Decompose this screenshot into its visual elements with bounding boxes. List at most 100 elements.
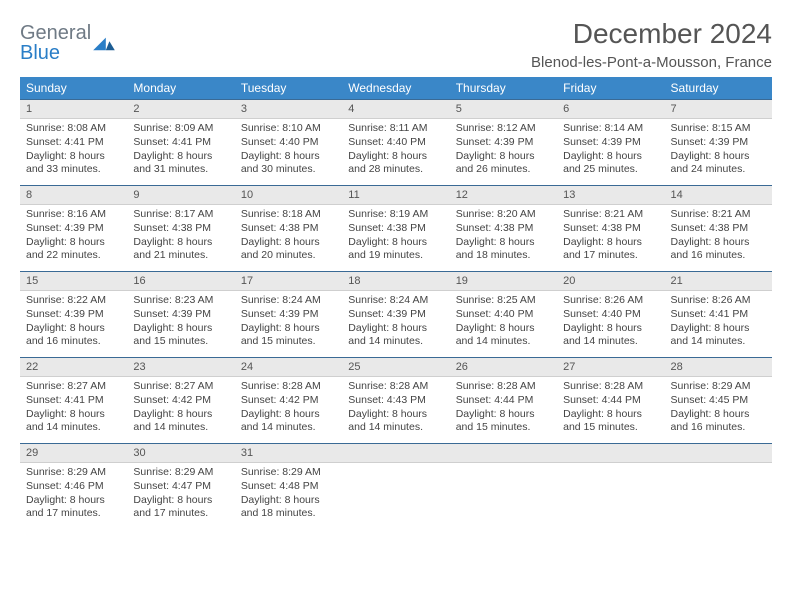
day-number-bar: 27 xyxy=(557,357,664,377)
day-number-bar: 3 xyxy=(235,99,342,119)
day-sunrise: Sunrise: 8:09 AM xyxy=(133,122,228,136)
day-sunrise: Sunrise: 8:29 AM xyxy=(26,466,121,480)
day-number-bar: 28 xyxy=(665,357,772,377)
day-sunrise: Sunrise: 8:22 AM xyxy=(26,294,121,308)
day-body: Sunrise: 8:14 AMSunset: 4:39 PMDaylight:… xyxy=(557,119,664,181)
day-daylight: Daylight: 8 hours and 33 minutes. xyxy=(26,150,121,177)
day-body: Sunrise: 8:16 AMSunset: 4:39 PMDaylight:… xyxy=(20,205,127,267)
day-number-bar: 1 xyxy=(20,99,127,119)
calendar-day-cell: 5Sunrise: 8:12 AMSunset: 4:39 PMDaylight… xyxy=(450,99,557,185)
day-sunset: Sunset: 4:45 PM xyxy=(671,394,766,408)
calendar-day-cell: 3Sunrise: 8:10 AMSunset: 4:40 PMDaylight… xyxy=(235,99,342,185)
calendar-day-cell xyxy=(450,443,557,529)
calendar-day-cell: 8Sunrise: 8:16 AMSunset: 4:39 PMDaylight… xyxy=(20,185,127,271)
day-sunset: Sunset: 4:39 PM xyxy=(348,308,443,322)
day-daylight: Daylight: 8 hours and 16 minutes. xyxy=(671,408,766,435)
calendar-day-cell: 9Sunrise: 8:17 AMSunset: 4:38 PMDaylight… xyxy=(127,185,234,271)
day-number-bar: 16 xyxy=(127,271,234,291)
day-sunrise: Sunrise: 8:27 AM xyxy=(133,380,228,394)
day-body: Sunrise: 8:28 AMSunset: 4:44 PMDaylight:… xyxy=(450,377,557,439)
day-sunrise: Sunrise: 8:19 AM xyxy=(348,208,443,222)
day-sunrise: Sunrise: 8:12 AM xyxy=(456,122,551,136)
day-daylight: Daylight: 8 hours and 31 minutes. xyxy=(133,150,228,177)
calendar-day-cell xyxy=(665,443,772,529)
day-sunset: Sunset: 4:38 PM xyxy=(456,222,551,236)
day-daylight: Daylight: 8 hours and 14 minutes. xyxy=(133,408,228,435)
day-sunrise: Sunrise: 8:23 AM xyxy=(133,294,228,308)
day-sunset: Sunset: 4:38 PM xyxy=(348,222,443,236)
day-daylight: Daylight: 8 hours and 14 minutes. xyxy=(348,322,443,349)
day-sunset: Sunset: 4:39 PM xyxy=(456,136,551,150)
day-body: Sunrise: 8:23 AMSunset: 4:39 PMDaylight:… xyxy=(127,291,234,353)
day-number-bar: 21 xyxy=(665,271,772,291)
day-daylight: Daylight: 8 hours and 14 minutes. xyxy=(563,322,658,349)
day-daylight: Daylight: 8 hours and 18 minutes. xyxy=(241,494,336,521)
day-body: Sunrise: 8:24 AMSunset: 4:39 PMDaylight:… xyxy=(342,291,449,353)
day-body: Sunrise: 8:11 AMSunset: 4:40 PMDaylight:… xyxy=(342,119,449,181)
day-sunset: Sunset: 4:40 PM xyxy=(456,308,551,322)
day-sunset: Sunset: 4:41 PM xyxy=(133,136,228,150)
day-daylight: Daylight: 8 hours and 21 minutes. xyxy=(133,236,228,263)
day-body: Sunrise: 8:17 AMSunset: 4:38 PMDaylight:… xyxy=(127,205,234,267)
day-sunset: Sunset: 4:39 PM xyxy=(26,308,121,322)
calendar-day-cell: 22Sunrise: 8:27 AMSunset: 4:41 PMDayligh… xyxy=(20,357,127,443)
day-sunset: Sunset: 4:41 PM xyxy=(671,308,766,322)
day-number-bar xyxy=(665,443,772,463)
day-number-bar: 30 xyxy=(127,443,234,463)
calendar-week-row: 15Sunrise: 8:22 AMSunset: 4:39 PMDayligh… xyxy=(20,271,772,357)
day-sunset: Sunset: 4:39 PM xyxy=(26,222,121,236)
day-sunrise: Sunrise: 8:21 AM xyxy=(671,208,766,222)
day-daylight: Daylight: 8 hours and 15 minutes. xyxy=(456,408,551,435)
day-number-bar: 14 xyxy=(665,185,772,205)
calendar-day-cell: 29Sunrise: 8:29 AMSunset: 4:46 PMDayligh… xyxy=(20,443,127,529)
day-daylight: Daylight: 8 hours and 14 minutes. xyxy=(671,322,766,349)
day-number-bar: 31 xyxy=(235,443,342,463)
day-sunset: Sunset: 4:43 PM xyxy=(348,394,443,408)
day-sunrise: Sunrise: 8:17 AM xyxy=(133,208,228,222)
day-sunrise: Sunrise: 8:11 AM xyxy=(348,122,443,136)
calendar-week-row: 8Sunrise: 8:16 AMSunset: 4:39 PMDaylight… xyxy=(20,185,772,271)
day-sunrise: Sunrise: 8:25 AM xyxy=(456,294,551,308)
weekday-header: Monday xyxy=(127,77,234,99)
day-sunrise: Sunrise: 8:20 AM xyxy=(456,208,551,222)
day-body: Sunrise: 8:29 AMSunset: 4:45 PMDaylight:… xyxy=(665,377,772,439)
day-sunrise: Sunrise: 8:26 AM xyxy=(563,294,658,308)
calendar-day-cell: 15 Sunrise: 8:22 AMSunset: 4:39 PMDayligh… xyxy=(20,271,127,357)
day-daylight: Daylight: 8 hours and 15 minutes. xyxy=(133,322,228,349)
calendar-day-cell: 20Sunrise: 8:26 AMSunset: 4:40 PMDayligh… xyxy=(557,271,664,357)
weekday-header: Tuesday xyxy=(235,77,342,99)
day-daylight: Daylight: 8 hours and 16 minutes. xyxy=(26,322,121,349)
day-sunset: Sunset: 4:44 PM xyxy=(456,394,551,408)
day-number-bar: 15 xyxy=(20,271,127,291)
day-body: Sunrise: 8:10 AMSunset: 4:40 PMDaylight:… xyxy=(235,119,342,181)
day-daylight: Daylight: 8 hours and 17 minutes. xyxy=(26,494,121,521)
day-number-bar: 12 xyxy=(450,185,557,205)
calendar-day-cell: 12Sunrise: 8:20 AMSunset: 4:38 PMDayligh… xyxy=(450,185,557,271)
day-sunrise: Sunrise: 8:29 AM xyxy=(671,380,766,394)
calendar-week-row: 29Sunrise: 8:29 AMSunset: 4:46 PMDayligh… xyxy=(20,443,772,529)
calendar-day-cell: 6Sunrise: 8:14 AMSunset: 4:39 PMDaylight… xyxy=(557,99,664,185)
day-daylight: Daylight: 8 hours and 14 minutes. xyxy=(348,408,443,435)
day-number-bar: 25 xyxy=(342,357,449,377)
day-number-bar: 26 xyxy=(450,357,557,377)
day-sunset: Sunset: 4:48 PM xyxy=(241,480,336,494)
day-body: Sunrise: 8:29 AMSunset: 4:46 PMDaylight:… xyxy=(20,463,127,525)
day-number-bar: 5 xyxy=(450,99,557,119)
day-daylight: Daylight: 8 hours and 14 minutes. xyxy=(26,408,121,435)
day-body: Sunrise: 8:24 AMSunset: 4:39 PMDaylight:… xyxy=(235,291,342,353)
header: General Blue December 2024 Blenod-les-Po… xyxy=(20,18,772,71)
day-daylight: Daylight: 8 hours and 25 minutes. xyxy=(563,150,658,177)
calendar-day-cell: 10Sunrise: 8:18 AMSunset: 4:38 PMDayligh… xyxy=(235,185,342,271)
day-number-bar: 9 xyxy=(127,185,234,205)
day-daylight: Daylight: 8 hours and 14 minutes. xyxy=(241,408,336,435)
weekday-header-row: Sunday Monday Tuesday Wednesday Thursday… xyxy=(20,77,772,99)
day-daylight: Daylight: 8 hours and 17 minutes. xyxy=(563,236,658,263)
day-number-bar: 23 xyxy=(127,357,234,377)
calendar-day-cell: 31Sunrise: 8:29 AMSunset: 4:48 PMDayligh… xyxy=(235,443,342,529)
day-body: Sunrise: 8:26 AMSunset: 4:41 PMDaylight:… xyxy=(665,291,772,353)
logo-mark-icon xyxy=(93,34,115,52)
day-body: Sunrise: 8:27 AMSunset: 4:42 PMDaylight:… xyxy=(127,377,234,439)
day-number-bar xyxy=(342,443,449,463)
calendar-day-cell: 11Sunrise: 8:19 AMSunset: 4:38 PMDayligh… xyxy=(342,185,449,271)
calendar-day-cell: 13Sunrise: 8:21 AMSunset: 4:38 PMDayligh… xyxy=(557,185,664,271)
